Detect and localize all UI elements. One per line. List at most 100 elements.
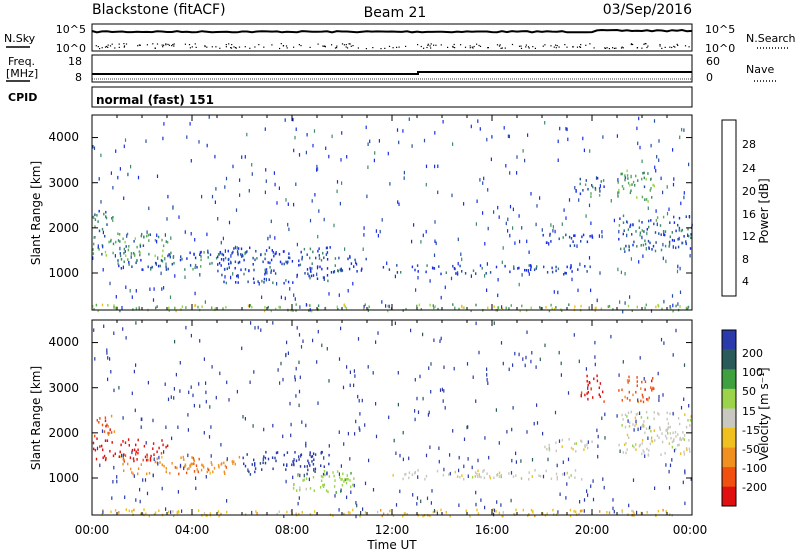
noise-search-point	[435, 44, 437, 46]
data-cell	[440, 295, 442, 300]
noise-search-point	[471, 46, 473, 48]
data-cell	[353, 477, 355, 480]
data-cell	[593, 377, 595, 381]
data-cell	[444, 285, 446, 290]
data-cell	[314, 467, 317, 471]
data-cell	[239, 178, 241, 182]
data-cell	[621, 399, 623, 402]
xtick-2000: 20:00	[575, 523, 610, 537]
data-cell	[522, 149, 524, 153]
data-cell	[275, 451, 278, 455]
data-cell	[542, 233, 544, 237]
data-cell	[345, 481, 348, 485]
data-cell	[295, 303, 297, 306]
data-cell	[128, 509, 130, 513]
data-cell	[193, 462, 195, 465]
noise-search-point	[528, 47, 530, 49]
noise-search-point	[556, 45, 558, 47]
data-cell	[356, 503, 358, 508]
data-cell	[322, 251, 324, 255]
noise-search-point	[572, 46, 574, 48]
data-cell	[558, 237, 560, 241]
data-cell	[510, 304, 512, 307]
data-cell	[237, 247, 240, 250]
data-cell	[630, 174, 632, 179]
data-cell	[158, 509, 160, 512]
data-cell	[283, 262, 285, 266]
data-cell	[425, 474, 428, 478]
data-cell	[461, 305, 463, 309]
data-cell	[197, 305, 199, 309]
data-cell	[109, 449, 111, 453]
data-cell	[395, 451, 397, 455]
data-cell	[664, 452, 666, 455]
noise-search-point	[357, 47, 359, 49]
data-cell	[253, 370, 255, 374]
data-cell	[336, 180, 339, 184]
data-cell	[681, 228, 683, 232]
data-cell	[555, 306, 557, 309]
data-cell	[394, 274, 396, 279]
data-cell	[420, 240, 422, 244]
data-cell	[669, 235, 671, 239]
data-cell	[292, 309, 294, 312]
data-cell	[581, 440, 583, 443]
data-cell	[101, 444, 103, 448]
data-cell	[125, 254, 127, 257]
data-cell	[269, 261, 271, 265]
data-cell	[627, 381, 629, 384]
data-cell	[336, 305, 338, 309]
data-cell	[597, 444, 599, 448]
data-cell	[367, 365, 369, 369]
data-cell	[502, 361, 504, 366]
data-cell	[687, 233, 689, 237]
data-cell	[422, 514, 424, 518]
data-cell	[165, 425, 167, 429]
data-cell	[244, 464, 247, 468]
data-cell	[346, 495, 348, 500]
data-cell	[262, 461, 264, 465]
data-cell	[184, 268, 186, 271]
data-cell	[202, 464, 204, 467]
data-cell	[332, 514, 334, 517]
data-cell	[466, 362, 469, 366]
data-cell	[628, 379, 630, 382]
data-cell	[298, 360, 300, 365]
data-cell	[498, 215, 500, 219]
data-cell	[193, 458, 195, 461]
data-cell	[93, 308, 95, 311]
beam-title: Beam 21	[364, 5, 427, 21]
data-cell	[621, 424, 623, 427]
data-cell	[620, 247, 622, 251]
noise-search-point	[566, 46, 568, 48]
data-cell	[149, 287, 151, 291]
data-cell	[472, 375, 474, 379]
data-cell	[680, 438, 683, 442]
data-cell	[269, 266, 271, 269]
data-cell	[524, 158, 526, 163]
noise-search-point	[258, 44, 260, 46]
data-cell	[343, 303, 346, 307]
data-cell	[358, 426, 360, 430]
data-cell	[586, 270, 588, 273]
data-cell	[500, 341, 503, 345]
data-cell	[618, 443, 620, 447]
data-cell	[423, 138, 426, 143]
data-cell	[487, 381, 489, 385]
data-cell	[184, 230, 186, 234]
data-cell	[547, 457, 549, 462]
data-cell	[647, 200, 649, 203]
data-cell	[450, 276, 453, 281]
data-cell	[515, 474, 517, 477]
data-cell	[323, 483, 325, 487]
data-cell	[686, 307, 689, 311]
data-cell	[241, 253, 243, 258]
data-cell	[486, 378, 488, 382]
data-cell	[642, 395, 644, 399]
data-cell	[415, 288, 417, 292]
data-cell	[629, 399, 631, 402]
noise-search-point	[336, 47, 338, 49]
noise-search-point	[152, 43, 154, 45]
data-cell	[432, 266, 434, 270]
data-cell	[345, 307, 348, 310]
